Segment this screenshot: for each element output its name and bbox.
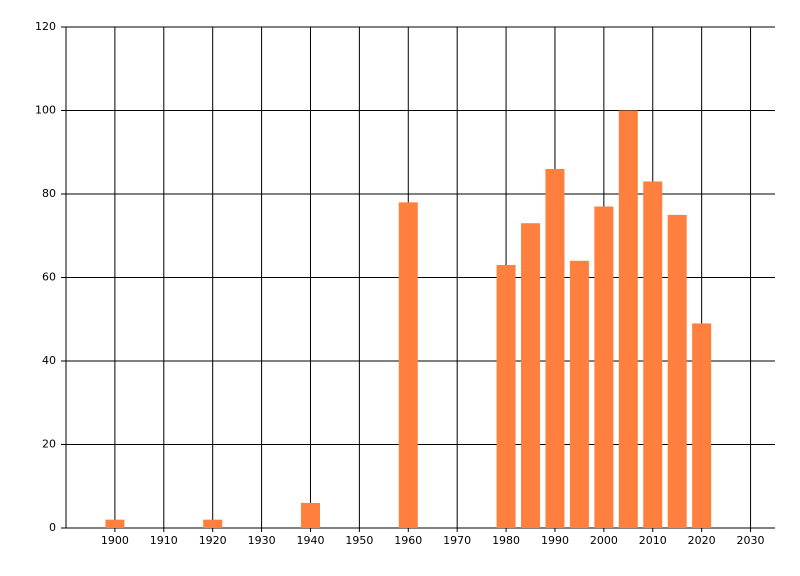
x-tick-label: 1970 [443, 534, 471, 547]
x-tick-label: 1910 [150, 534, 178, 547]
bar [398, 202, 418, 528]
bar [203, 519, 223, 528]
y-tick-label: 40 [42, 354, 56, 367]
x-tick-label: 2000 [590, 534, 618, 547]
bar [667, 214, 687, 528]
bar [618, 110, 638, 528]
y-tick-label: 120 [35, 20, 56, 33]
x-tick-label: 1960 [394, 534, 422, 547]
bar [300, 502, 320, 528]
x-tick-label: 1930 [248, 534, 276, 547]
bar [643, 181, 663, 528]
y-tick-label: 100 [35, 104, 56, 117]
bar [521, 223, 541, 528]
bar [105, 519, 125, 528]
x-tick-label: 1950 [345, 534, 373, 547]
x-tick-label: 1990 [541, 534, 569, 547]
x-tick-label: 1900 [101, 534, 129, 547]
x-tick-label: 1920 [199, 534, 227, 547]
bar [496, 264, 516, 528]
y-tick-label: 0 [49, 521, 56, 534]
x-tick-label: 2020 [688, 534, 716, 547]
y-tick-label: 20 [42, 438, 56, 451]
y-tick-label: 60 [42, 271, 56, 284]
bar [692, 323, 712, 528]
x-tick-label: 2010 [639, 534, 667, 547]
bar [569, 260, 589, 528]
bar [545, 168, 565, 528]
y-tick-label: 80 [42, 187, 56, 200]
bar [594, 206, 614, 528]
x-tick-label: 1980 [492, 534, 520, 547]
x-tick-label: 1940 [296, 534, 324, 547]
x-tick-label: 2030 [737, 534, 765, 547]
